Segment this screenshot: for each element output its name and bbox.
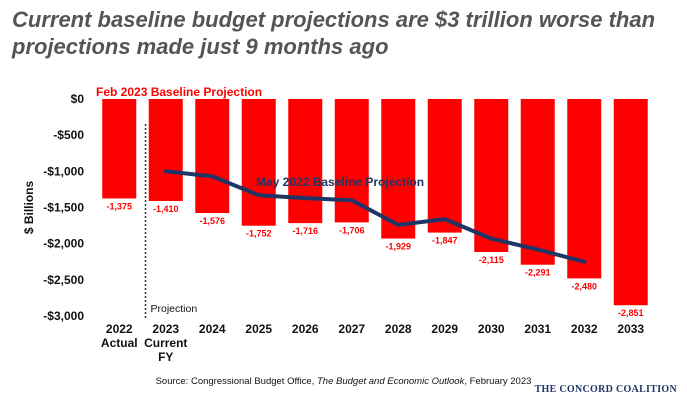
bar-data-label: -1,576 bbox=[199, 216, 225, 226]
y-tick-label: $0 bbox=[71, 92, 85, 106]
x-tick-label: 2031 bbox=[524, 322, 551, 336]
line-series bbox=[163, 169, 587, 264]
brand-logo-text: THE CONCORD COALITION bbox=[534, 384, 677, 395]
bar-data-label: -1,752 bbox=[246, 229, 272, 239]
bar bbox=[195, 99, 230, 213]
x-tick-label: 2033 bbox=[617, 322, 644, 336]
budget-projection-chart: $ Billions $0 -$500 -$1,000 -$1,500 -$2,000 -… bbox=[22, 85, 648, 364]
y-tick-label: -$1,000 bbox=[43, 164, 84, 178]
bar-series bbox=[102, 99, 648, 306]
bar bbox=[567, 99, 602, 279]
source-note: Source: Congressional Budget Office, The… bbox=[0, 376, 687, 387]
bar-data-label: -1,706 bbox=[339, 225, 365, 235]
bar-data-label: -2,291 bbox=[525, 268, 551, 278]
x-tick-label: 2032 bbox=[571, 322, 598, 336]
y-axis-title-group: $ Billions bbox=[22, 181, 36, 235]
bar bbox=[241, 99, 276, 226]
bar bbox=[334, 99, 369, 223]
bar-data-label: -2,115 bbox=[479, 255, 504, 265]
bar bbox=[288, 99, 323, 224]
x-tick-label: 2027 bbox=[338, 322, 365, 336]
source-prefix: Source: Congressional Budget Office, bbox=[155, 376, 317, 387]
bar bbox=[148, 99, 183, 201]
y-axis-title: $ Billions bbox=[22, 181, 36, 235]
bar-data-label: -1,847 bbox=[432, 236, 458, 246]
bar-data-label: -1,929 bbox=[385, 242, 411, 252]
y-tick-label: -$2,500 bbox=[43, 273, 84, 287]
bar bbox=[613, 99, 648, 306]
series-labels: Feb 2023 Baseline Projection May 2022 Bas… bbox=[96, 85, 424, 189]
x-tick-label: 2028 bbox=[385, 322, 412, 336]
bar bbox=[474, 99, 509, 252]
bar-data-label: -1,716 bbox=[292, 226, 318, 236]
bar-data-label: -1,375 bbox=[106, 201, 132, 211]
bar bbox=[427, 99, 462, 233]
chart-title: Current baseline budget projections are … bbox=[12, 7, 656, 59]
bar-data-label: -2,851 bbox=[618, 308, 644, 318]
bar-data-label: -2,480 bbox=[571, 281, 597, 291]
x-tick-sublabel-2: FY bbox=[158, 350, 173, 364]
bar bbox=[102, 99, 137, 199]
line-series-path bbox=[163, 169, 587, 264]
y-tick-label: -$1,500 bbox=[43, 201, 84, 215]
x-tick-label: 2026 bbox=[292, 322, 319, 336]
y-tick-label: -$3,000 bbox=[43, 309, 84, 323]
x-tick-label: 2023 bbox=[152, 322, 179, 336]
x-tick-label: 2030 bbox=[478, 322, 505, 336]
y-axis-ticks: $0 -$500 -$1,000 -$1,500 -$2,000 -$2,500 -$3,0… bbox=[43, 92, 84, 323]
bar-data-labels: -1,375 -1,410 -1,576 -1,752 -1,716 -1,706 -1,9… bbox=[106, 201, 643, 318]
line-series-label: May 2022 Baseline Projection bbox=[256, 175, 424, 189]
bar bbox=[381, 99, 416, 239]
y-tick-label: -$2,000 bbox=[43, 237, 84, 251]
source-suffix: , February 2023 bbox=[464, 376, 532, 387]
bar bbox=[520, 99, 555, 265]
x-tick-label: 2025 bbox=[245, 322, 272, 336]
x-tick-label: 2024 bbox=[199, 322, 226, 336]
y-tick-label: -$500 bbox=[53, 128, 84, 142]
x-tick-sublabel: Actual bbox=[101, 336, 138, 350]
bar-series-label: Feb 2023 Baseline Projection bbox=[96, 85, 262, 99]
projection-divider-group: Projection bbox=[144, 124, 198, 319]
x-tick-label: 2022 bbox=[106, 322, 133, 336]
projection-annotation: Projection bbox=[151, 303, 198, 315]
source-publication: The Budget and Economic Outlook bbox=[317, 376, 465, 387]
bar-data-label: -1,410 bbox=[153, 204, 179, 214]
x-tick-sublabel: Current bbox=[144, 336, 187, 350]
x-tick-label: 2029 bbox=[431, 322, 458, 336]
